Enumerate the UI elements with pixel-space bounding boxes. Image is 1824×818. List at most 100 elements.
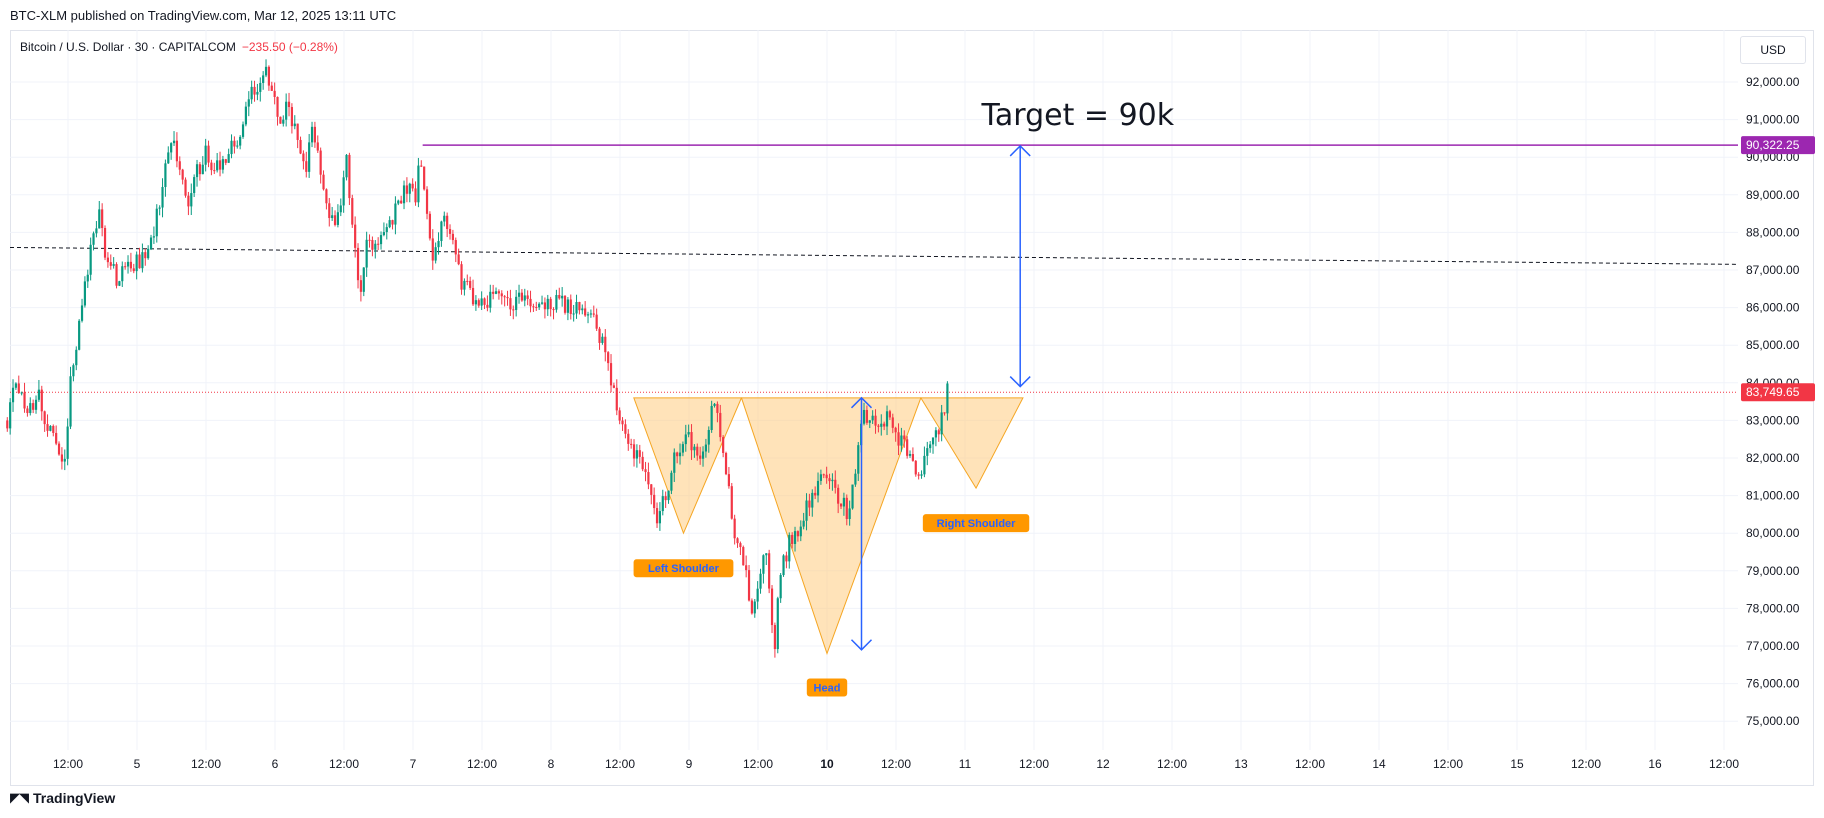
candle-body xyxy=(374,243,377,250)
candle-body xyxy=(868,420,871,423)
x-tick-label: 12:00 xyxy=(1019,757,1049,771)
candle-body xyxy=(635,450,639,459)
candle-body xyxy=(946,383,949,414)
candle-body xyxy=(929,444,932,449)
candle-body xyxy=(497,291,501,294)
candle-body xyxy=(791,534,794,544)
candle-body xyxy=(382,232,386,236)
candle-body xyxy=(474,300,478,305)
candle-body xyxy=(483,298,486,305)
candle-body xyxy=(489,291,492,308)
candle-body xyxy=(742,547,745,566)
x-tick-label: 9 xyxy=(686,757,693,771)
currency-selector[interactable]: USD xyxy=(1740,36,1806,64)
candle-body xyxy=(89,244,92,275)
x-tick-label: 12:00 xyxy=(329,757,359,771)
candle-body xyxy=(121,266,124,282)
price-axis: 75,000.00 76,000.00 77,000.00 78,000.00 79,0… xyxy=(1741,75,1815,728)
candle-body xyxy=(267,66,271,86)
candle-body xyxy=(388,220,391,228)
candle-body xyxy=(141,252,144,269)
candle-body xyxy=(316,142,319,151)
target-annotation: Target = 90k xyxy=(981,98,1175,133)
y-tick-label: 76,000.00 xyxy=(1746,677,1800,691)
candle-body xyxy=(687,432,690,435)
candle-body xyxy=(92,233,95,245)
candle-body xyxy=(443,215,446,222)
grid-lines xyxy=(10,30,1738,750)
candle-body xyxy=(762,555,765,574)
candle-body xyxy=(264,66,268,76)
candle-body xyxy=(129,261,133,269)
candle-body xyxy=(595,314,598,329)
candle-body xyxy=(880,423,883,427)
symbol-legend: Bitcoin / U.S. Dollar · 30 · CAPITALCOM −… xyxy=(20,40,338,54)
candle-body xyxy=(227,154,230,163)
candle-body xyxy=(566,299,570,313)
candles xyxy=(6,59,949,658)
candle-body xyxy=(673,452,676,473)
y-tick-label: 78,000.00 xyxy=(1746,601,1800,615)
candle-body xyxy=(359,280,363,292)
candle-body xyxy=(446,215,449,230)
candle-body xyxy=(241,124,245,137)
x-tick-label: 12:00 xyxy=(605,757,635,771)
candle-body xyxy=(293,123,296,127)
candle-body xyxy=(903,435,906,440)
candle-body xyxy=(17,383,20,394)
candle-body xyxy=(308,142,311,172)
y-tick-label: 89,000.00 xyxy=(1746,188,1800,202)
y-tick-label: 83,000.00 xyxy=(1746,413,1800,427)
head-depth-arrow-head xyxy=(850,396,873,409)
candle-body xyxy=(555,295,558,310)
candle-body xyxy=(420,165,423,167)
candle-body xyxy=(768,553,771,589)
candle-body xyxy=(609,363,613,386)
candle-body xyxy=(532,306,535,308)
candle-body xyxy=(362,267,365,292)
candle-body xyxy=(132,268,135,272)
candle-body xyxy=(80,305,84,321)
candle-body xyxy=(848,508,851,519)
candle-body xyxy=(837,487,840,504)
candle-body xyxy=(239,136,242,146)
candle-body xyxy=(578,301,581,311)
candle-body xyxy=(592,313,595,315)
candle-body xyxy=(285,101,288,120)
x-tick-label: 12:00 xyxy=(743,757,773,771)
candle-body xyxy=(492,291,495,294)
candle-body xyxy=(336,212,340,225)
candle-body xyxy=(126,261,130,267)
right-shoulder-label: Right Shoulder xyxy=(937,518,1017,530)
candle-body xyxy=(207,145,210,163)
candle-body xyxy=(851,484,854,509)
head-label: Head xyxy=(814,683,841,695)
candle-body xyxy=(543,302,547,310)
candle-body xyxy=(259,82,262,92)
y-tick-label: 79,000.00 xyxy=(1746,564,1800,578)
candle-body xyxy=(808,500,811,508)
candle-body xyxy=(805,500,808,521)
symbol-name: Bitcoin / U.S. Dollar · 30 · CAPITALCOM xyxy=(20,40,236,54)
candle-body xyxy=(877,425,880,427)
candle-body xyxy=(653,494,656,509)
brand-logo[interactable]: ◤◥ TradingView xyxy=(10,790,115,806)
y-tick-label: 82,000.00 xyxy=(1746,451,1800,465)
candle-body xyxy=(164,163,167,188)
y-tick-label: 85,000.00 xyxy=(1746,338,1800,352)
candle-body xyxy=(788,534,791,562)
target-projection-arrow-head xyxy=(1009,376,1031,388)
candle-body xyxy=(598,328,601,343)
x-tick-label: 12 xyxy=(1096,757,1110,771)
candle-body xyxy=(615,387,618,411)
candle-body xyxy=(655,508,659,524)
candle-body xyxy=(509,298,512,310)
candle-body xyxy=(95,228,98,234)
candle-body xyxy=(425,189,429,214)
candle-body xyxy=(937,430,940,435)
candle-body xyxy=(601,336,604,343)
x-tick-label: 14 xyxy=(1372,757,1386,771)
candle-body xyxy=(535,306,538,308)
candle-body xyxy=(480,298,483,306)
